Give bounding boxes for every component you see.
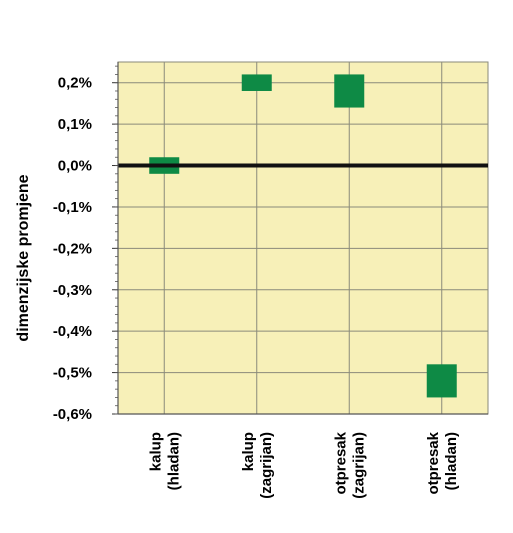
x-category-label-line: (zagrijan) [350, 432, 367, 499]
x-category-label-line: otpresak [425, 431, 442, 494]
x-category-label-line: kalup [147, 432, 164, 471]
x-category-label: kalup (hladan) [147, 432, 182, 490]
y-tick-label: 0,1% [58, 116, 92, 133]
label-layer: 0,2% 0,1% 0,0% -0,1% -0,2% -0,3% -0,4% -0,5% -0,… [53, 75, 460, 499]
bar [426, 364, 457, 398]
y-tick-label: -0,4% [53, 323, 92, 340]
x-category-label-line: (zagrijan) [258, 432, 275, 499]
x-category-label: otpresak (hladan) [425, 431, 460, 494]
x-category-label: otpresak (zagrijan) [332, 431, 367, 498]
axis-layer [112, 62, 488, 415]
y-tick-label: -0,5% [53, 365, 92, 382]
y-tick-label: 0,2% [58, 75, 92, 92]
y-tick-label: -0,1% [53, 199, 92, 216]
y-tick-label: -0,2% [53, 240, 92, 257]
x-category-label-line: otpresak [332, 431, 349, 494]
x-category-label-line: (hladan) [165, 432, 182, 490]
y-axis-title: dimenzijske promjene [15, 174, 32, 341]
y-tick-label: -0,3% [53, 282, 92, 299]
bar [334, 74, 365, 108]
x-category-label-line: (hladan) [443, 432, 460, 490]
x-category-label-line: kalup [240, 432, 257, 471]
plot-area [117, 61, 489, 415]
y-tick-label: 0,0% [58, 158, 92, 175]
x-category-label: kalup (zagrijan) [240, 432, 275, 499]
bar [241, 74, 272, 91]
y-tick-label: -0,6% [53, 406, 92, 423]
